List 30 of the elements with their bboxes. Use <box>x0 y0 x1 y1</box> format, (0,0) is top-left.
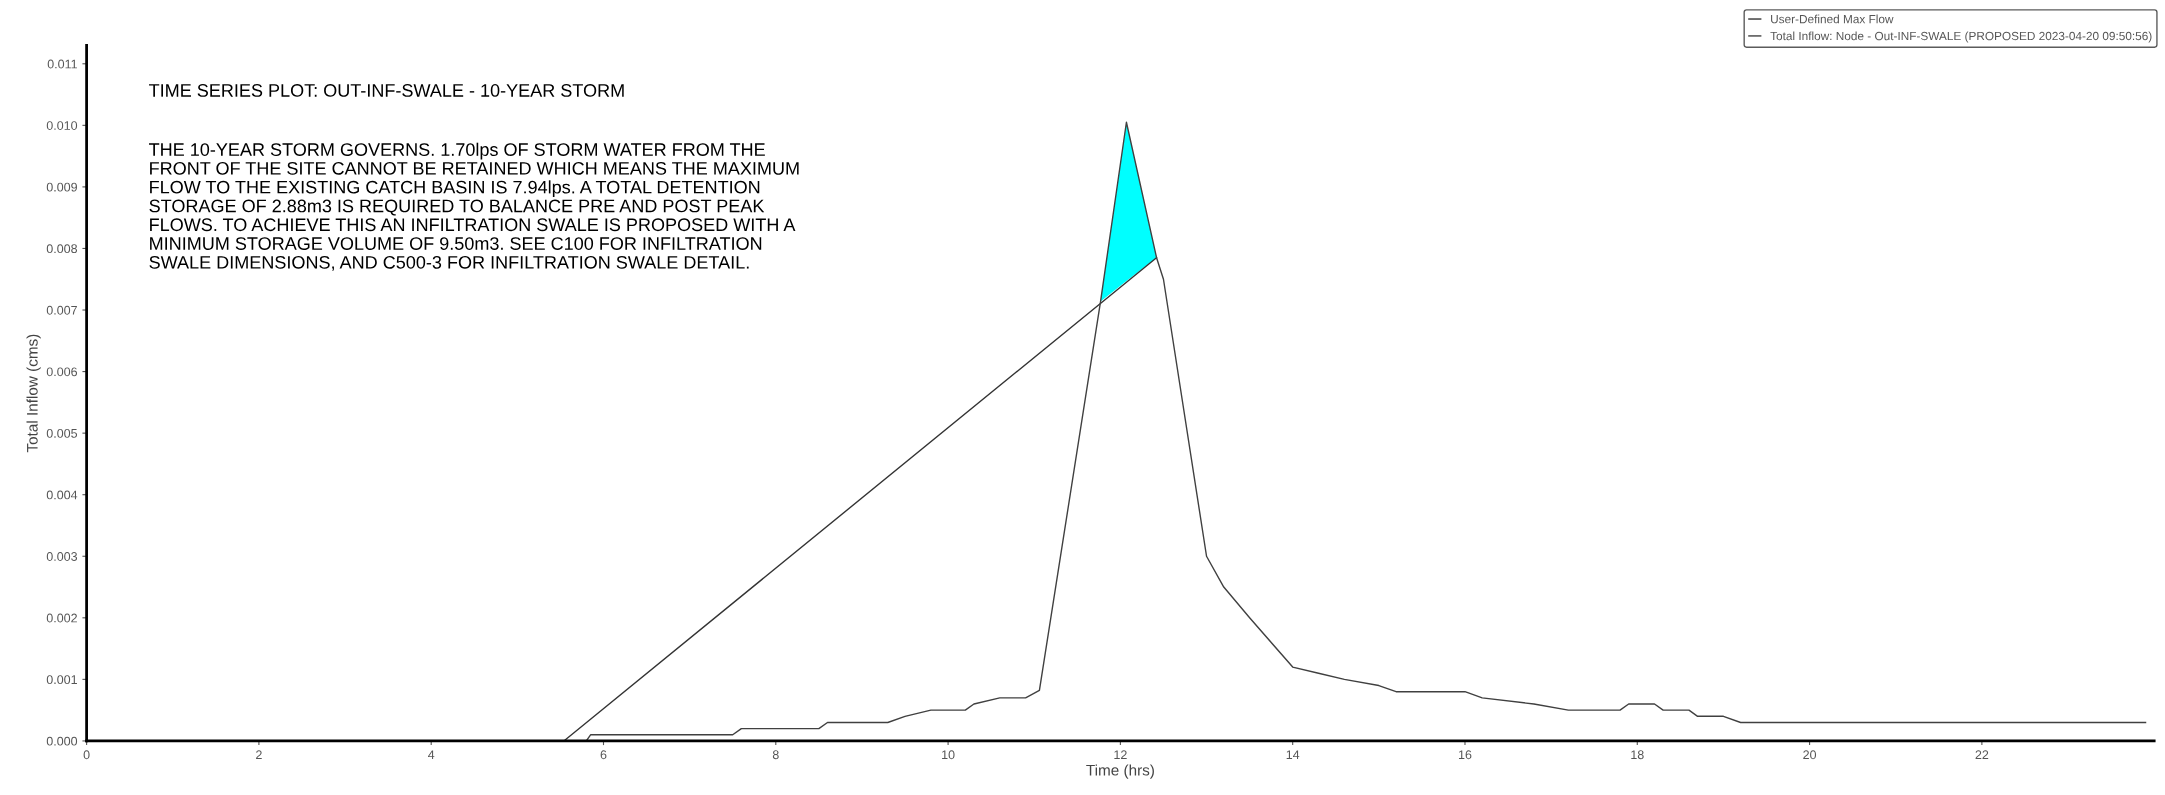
x-tick-label: 14 <box>1286 750 1300 760</box>
y-tick-label: 0.004 <box>46 490 78 500</box>
x-tick-label: 0 <box>83 750 90 760</box>
y-tick-label: 0.003 <box>46 552 78 561</box>
y-tick-label: 0.006 <box>46 367 78 377</box>
text: TIME SERIES PLOT: OUT-INF-SWALE - 10-YEAR STORM <box>149 84 624 97</box>
y-tick-label: 0.001 <box>46 675 77 685</box>
x-tick-label: 22 <box>1975 750 1989 760</box>
x-tick-label: 8 <box>772 750 779 760</box>
x-tick-label: 16 <box>1458 750 1472 760</box>
y-tick-label: 0.000 <box>46 736 78 746</box>
y-tick-label: 0.002 <box>46 613 77 623</box>
annotation: THE 10-YEAR STORM GOVERNS. 1.70lps OF STORM WATER FROM THE FRONT OF THE SITE CANNOT BE RETAINED WHICH MEANS THE MAXIMUM FLOW TO THE EXISTING CATCH BASIN IS 7.94lps. A TOTAL DETENTION STORAGE OF 2.88m3 IS REQUIRED TO BALANCE PRE AND POST PEAK FLOWS. TO ACHIEVE THIS AN INFILTRATION SWALE IS PROPOSED WITH A MINIMUM STORAGE VOLUME OF 9.50m3. SEE C100 FOR INFILTRATION SWALE DIMENSIONS, AND C500-3 FOR INFILTRATION SWALE DETAIL. <box>149 142 799 271</box>
y-axis-title: Total Inflow (cms) <box>26 334 41 453</box>
x-tick-label: 12 <box>1114 750 1127 760</box>
y-tick-label: 0.010 <box>46 121 78 130</box>
y-tick-label: 0.011 <box>47 59 77 69</box>
x-tick-label: 4 <box>428 750 435 760</box>
x-axis-title: Time (hrs) <box>1086 764 1154 779</box>
legend-label: User-Defined Max Flow <box>1771 14 1894 24</box>
y-tick-label: 0.008 <box>46 244 78 254</box>
x-tick-label: 10 <box>942 750 955 760</box>
y-tick-label: 0.005 <box>46 428 78 438</box>
x-tick-label: 2 <box>256 750 262 760</box>
x-tick-label: 18 <box>1631 750 1644 760</box>
x-tick-label: 20 <box>1803 750 1817 760</box>
legend-label: Total Inflow: Node - Out-INF-SWALE (PROPOSED 2023-04-20 09:50:56) <box>1770 31 2152 43</box>
x-tick-label: 6 <box>600 750 607 760</box>
y-tick-label: 0.007 <box>46 305 77 315</box>
y-tick-label: 0.009 <box>46 182 77 192</box>
